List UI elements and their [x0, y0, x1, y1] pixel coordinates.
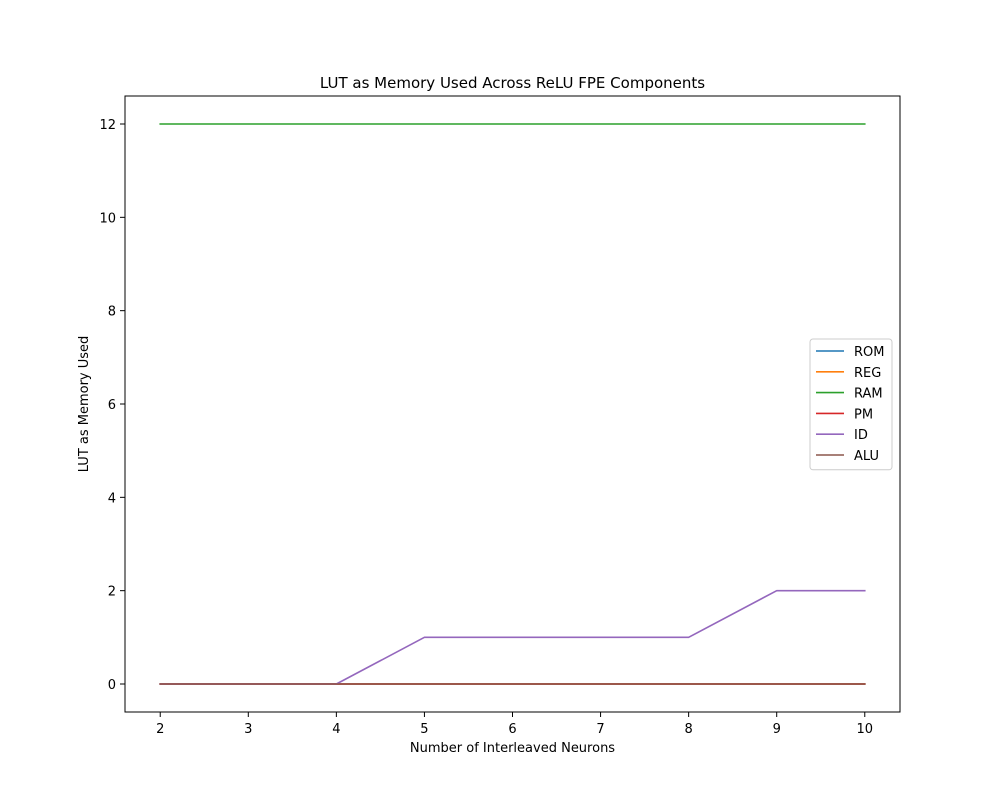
y-tick-label: 10: [99, 211, 116, 226]
x-tick-label: 4: [332, 722, 340, 737]
x-tick-label: 10: [856, 722, 873, 737]
series-layer: [159, 123, 866, 685]
x-tick-label: 9: [773, 722, 781, 737]
x-tick-label: 6: [508, 722, 516, 737]
y-tick-label: 12: [99, 118, 116, 133]
legend-label-reg: REG: [854, 366, 881, 381]
legend-label-ram: RAM: [854, 387, 883, 402]
x-tick-label: 2: [156, 722, 164, 737]
legend: ROM REG RAM PM ID ALU: [809, 338, 893, 471]
x-tick-label: 3: [244, 722, 252, 737]
x-tick-label: 7: [596, 722, 604, 737]
y-axis-title: LUT as Memory Used: [77, 336, 92, 473]
x-tick-label: 5: [420, 722, 428, 737]
x-tick-label: 8: [684, 722, 692, 737]
y-axis: 0 2 4 6 8 10 12: [99, 118, 125, 693]
x-axis-title: Number of Interleaved Neurons: [410, 741, 615, 756]
y-tick-label: 8: [108, 305, 116, 320]
y-tick-label: 6: [108, 398, 116, 413]
legend-label-pm: PM: [854, 407, 873, 422]
legend-label-rom: ROM: [854, 345, 884, 360]
chart-title: LUT as Memory Used Across ReLU FPE Compo…: [320, 74, 705, 92]
y-tick-label: 0: [108, 678, 116, 693]
y-tick-label: 4: [108, 491, 116, 506]
x-axis: 2 3 4 5 6 7 8 9 10: [156, 712, 873, 737]
y-tick-label: 2: [108, 585, 116, 600]
legend-label-id: ID: [854, 428, 868, 443]
legend-label-alu: ALU: [854, 449, 879, 464]
